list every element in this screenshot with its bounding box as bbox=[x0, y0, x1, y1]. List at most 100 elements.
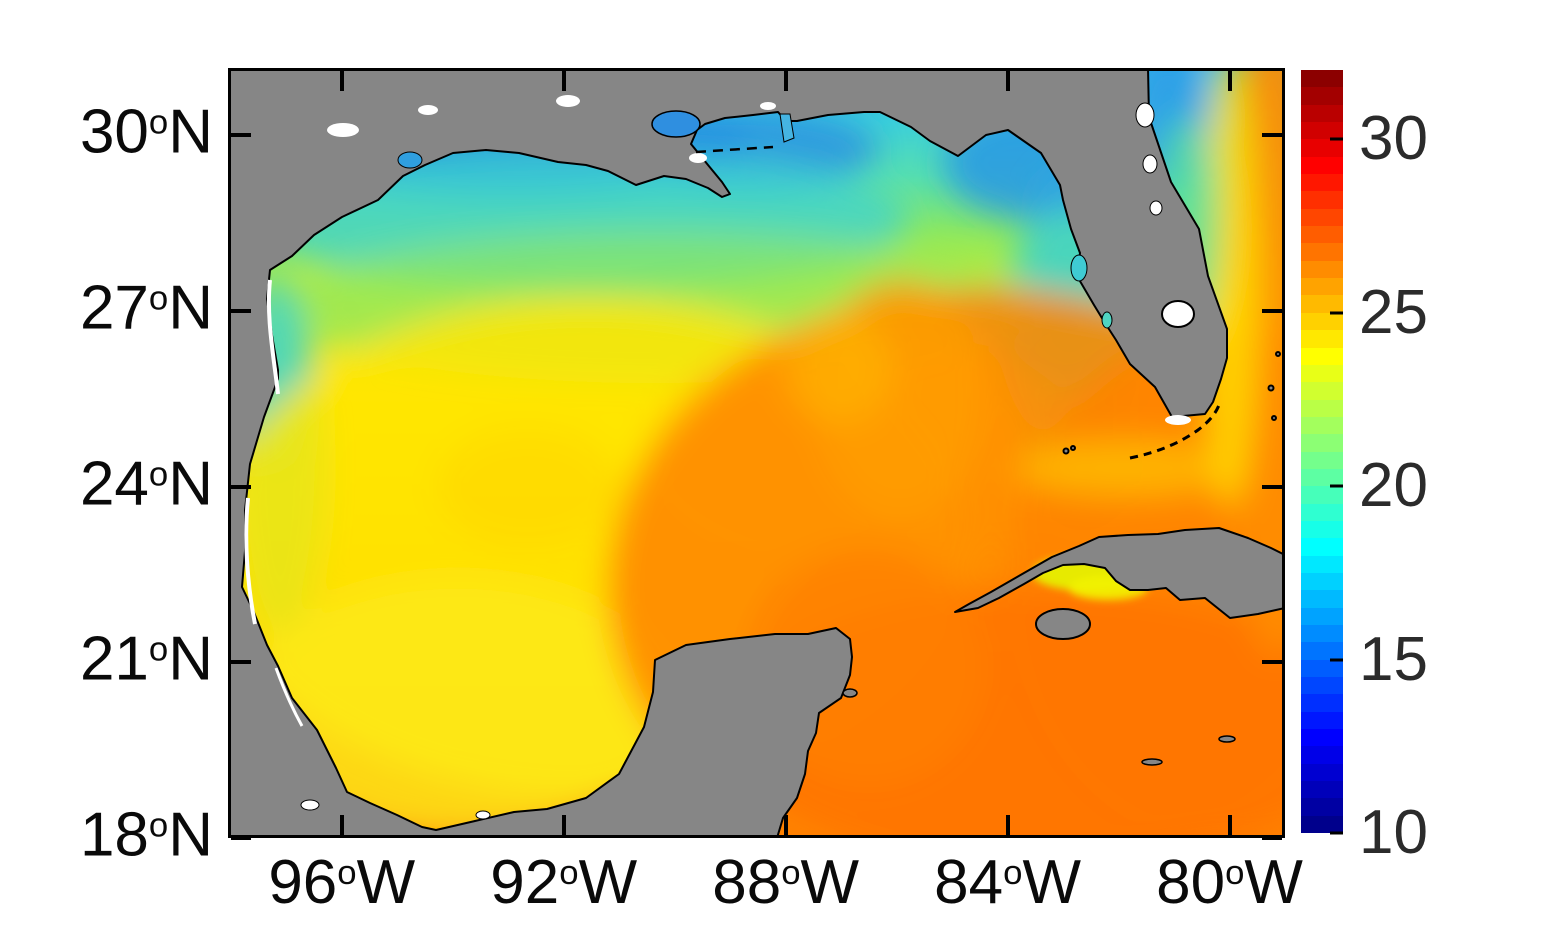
colorbar-band bbox=[1301, 260, 1343, 279]
mexico-lagoon-sliver-2 bbox=[274, 667, 304, 727]
colorbar-band bbox=[1301, 659, 1343, 678]
colorbar-band bbox=[1301, 416, 1343, 435]
colorbar-band bbox=[1301, 208, 1343, 227]
little-cayman-island bbox=[1218, 735, 1236, 743]
colorbar-band bbox=[1301, 677, 1343, 695]
colorbar-band bbox=[1301, 70, 1343, 88]
colorbar-band bbox=[1301, 312, 1343, 331]
y-tick-right bbox=[1262, 660, 1282, 665]
colorbar-band bbox=[1301, 798, 1343, 816]
y-tick-label: 18oN bbox=[79, 800, 213, 870]
cloud-3 bbox=[556, 95, 580, 107]
mexico-lagoon-sliver bbox=[244, 497, 257, 625]
x-tick-top bbox=[1005, 71, 1010, 91]
x-tick-top bbox=[561, 71, 566, 91]
warm-intrusion bbox=[783, 313, 893, 423]
x-tick-label: 84oW bbox=[934, 848, 1081, 917]
florida-bay-white bbox=[1165, 415, 1191, 425]
florida-lake-2 bbox=[1142, 154, 1158, 174]
colorbar-band bbox=[1301, 174, 1343, 192]
florida-lake-3 bbox=[1149, 200, 1163, 216]
colorbar-tick bbox=[1330, 831, 1343, 835]
x-tick-label: 80oW bbox=[1156, 848, 1303, 917]
cloud-4 bbox=[689, 153, 707, 163]
dry-tortugas bbox=[1062, 447, 1070, 455]
colorbar-band bbox=[1301, 642, 1343, 660]
colorbar-band bbox=[1301, 711, 1343, 730]
tampa-bay bbox=[1070, 254, 1088, 282]
y-tick-left bbox=[231, 836, 251, 840]
colorbar-band bbox=[1301, 330, 1343, 348]
y-tick-label: 24oN bbox=[79, 449, 213, 519]
bahamas-islet-3 bbox=[1271, 415, 1277, 421]
colorbar-band bbox=[1301, 122, 1343, 140]
campeche-islet-1 bbox=[300, 799, 320, 811]
colorbar-band bbox=[1301, 139, 1343, 157]
colorbar-band bbox=[1301, 191, 1343, 209]
campeche-islet-2 bbox=[475, 810, 491, 820]
cloud-5 bbox=[760, 102, 776, 110]
cloud-2 bbox=[418, 105, 438, 115]
y-tick-left bbox=[231, 133, 251, 138]
sst-map bbox=[228, 68, 1285, 838]
florida-keys-chain bbox=[1129, 404, 1221, 460]
y-tick-left bbox=[231, 309, 251, 313]
colorbar-band bbox=[1301, 486, 1343, 504]
isla-de-la-juventud bbox=[1035, 608, 1091, 640]
cloud-gaps bbox=[300, 95, 1191, 820]
colorbar-gradient bbox=[1301, 70, 1343, 834]
colorbar-band bbox=[1301, 104, 1343, 123]
colorbar-band bbox=[1301, 382, 1343, 400]
colorbar-band bbox=[1301, 451, 1343, 469]
colorbar-band bbox=[1301, 729, 1343, 747]
x-tick-bottom bbox=[1227, 815, 1232, 835]
colorbar-band bbox=[1301, 520, 1343, 539]
colorbar-band bbox=[1301, 347, 1343, 365]
y-tick-left bbox=[231, 484, 251, 489]
colorbar-band bbox=[1301, 815, 1343, 834]
dry-tortugas-2 bbox=[1070, 445, 1076, 451]
galveston-bay bbox=[397, 151, 423, 169]
colorbar-tick-label: 15 bbox=[1359, 624, 1428, 694]
colorbar-band bbox=[1301, 243, 1343, 261]
x-tick-label: 92oW bbox=[490, 848, 638, 917]
x-tick-label: 88oW bbox=[712, 848, 860, 917]
colorbar-band bbox=[1301, 625, 1343, 643]
map-plot-area bbox=[228, 68, 1285, 838]
x-tick-bottom bbox=[339, 815, 344, 835]
charlotte-harbor bbox=[1101, 311, 1113, 329]
colorbar-tick bbox=[1330, 311, 1343, 315]
colorbar-band bbox=[1301, 434, 1343, 452]
texas-lagoon-sliver bbox=[266, 279, 280, 395]
x-tick-top bbox=[1227, 71, 1232, 91]
colorbar-band bbox=[1301, 468, 1343, 487]
colorbar-tick-label: 30 bbox=[1359, 104, 1428, 174]
mobile-bay bbox=[779, 113, 795, 143]
y-tick-right bbox=[1262, 836, 1282, 840]
warm-spot-west bbox=[438, 428, 618, 548]
chandeleur-barrier-islands bbox=[695, 145, 774, 154]
colorbar-band bbox=[1301, 555, 1343, 573]
colorbar-tick bbox=[1330, 658, 1343, 662]
grand-cayman-island bbox=[1141, 758, 1163, 766]
cuba-landmass bbox=[954, 527, 1285, 619]
lake-okeechobee bbox=[1161, 300, 1195, 328]
x-tick-top bbox=[783, 71, 788, 91]
colorbar-band bbox=[1301, 295, 1343, 313]
colorbar-tick bbox=[1330, 484, 1343, 488]
sst-field-blobs bbox=[228, 68, 1285, 838]
x-tick-bottom bbox=[783, 815, 788, 835]
y-tick-label: 27oN bbox=[79, 273, 213, 343]
y-tick-label: 21oN bbox=[79, 624, 213, 694]
colorbar-tick-label: 25 bbox=[1359, 277, 1428, 347]
colorbar-band bbox=[1301, 607, 1343, 625]
colorbar-band bbox=[1301, 590, 1343, 608]
colorbar-band bbox=[1301, 364, 1343, 383]
x-tick-top bbox=[339, 71, 344, 91]
colorbar-band bbox=[1301, 538, 1343, 556]
x-tick-label: 96oW bbox=[268, 848, 416, 917]
colorbar-tick bbox=[1330, 137, 1343, 141]
colorbar-band bbox=[1301, 503, 1343, 521]
y-tick-left bbox=[231, 660, 251, 665]
